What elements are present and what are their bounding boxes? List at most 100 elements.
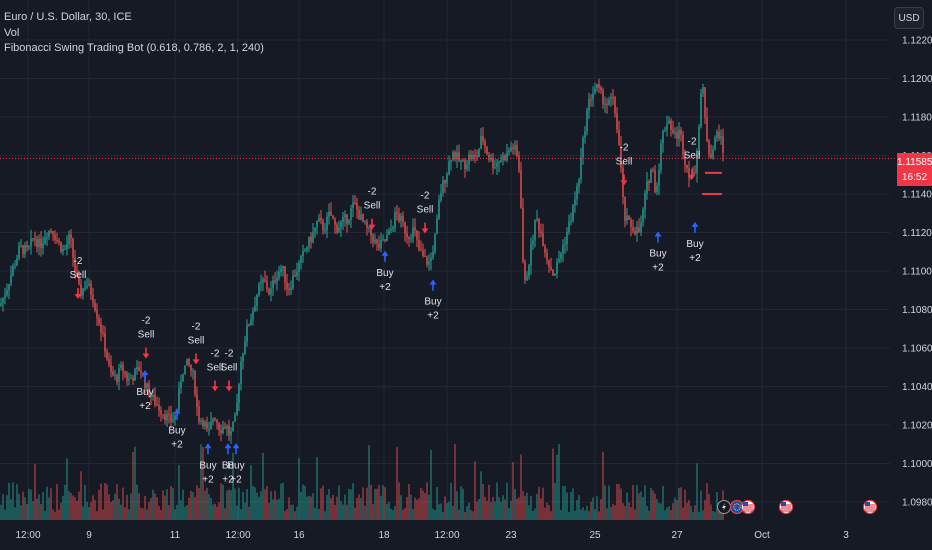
volume-bar	[68, 490, 70, 520]
indicator-label[interactable]: Fibonacci Swing Trading Bot (0.618, 0.78…	[4, 42, 264, 54]
candle-body	[568, 221, 570, 233]
candle-body	[36, 239, 38, 247]
volume-bar	[312, 493, 314, 520]
volume-bar	[536, 493, 538, 520]
volume-bar	[668, 506, 670, 520]
buy-arrow-icon	[381, 250, 389, 256]
candle-body	[116, 375, 118, 382]
candle-body	[174, 415, 176, 420]
candle-body	[476, 156, 478, 158]
candle-body	[374, 239, 376, 243]
volume-bar	[686, 502, 688, 520]
candle-body	[356, 203, 358, 210]
volume-bar	[278, 498, 280, 520]
candle-body	[122, 364, 124, 372]
candle-body	[588, 98, 590, 111]
volume-label[interactable]: Vol	[4, 26, 20, 39]
us-flag-icon[interactable]	[862, 499, 878, 515]
candle-body	[306, 247, 308, 251]
sell-signal-qty: -2	[74, 256, 83, 267]
x-tick-label: 3	[843, 530, 849, 541]
volume-bar	[234, 488, 236, 520]
candle-body	[390, 229, 392, 231]
volume-bar	[368, 445, 370, 520]
candle-body	[146, 383, 148, 389]
volume-bar	[550, 511, 552, 520]
candle-body	[292, 275, 294, 288]
volume-bar	[634, 509, 636, 520]
volume-bar	[592, 497, 594, 520]
volume-bar	[602, 451, 604, 520]
lightning-icon[interactable]	[717, 500, 731, 514]
volume-bar	[656, 498, 658, 520]
volume-bar	[152, 489, 154, 520]
candle-body	[302, 251, 304, 256]
candle-body	[232, 421, 234, 431]
candle-body	[512, 147, 514, 150]
candle-body	[216, 419, 218, 423]
volume-bar	[670, 510, 672, 520]
currency-button[interactable]: USD	[894, 7, 924, 29]
volume-bar	[56, 484, 58, 520]
y-tick-label: 1.11800	[902, 113, 932, 124]
candle-body	[58, 240, 60, 243]
candle-body	[68, 234, 70, 245]
candle-body	[118, 368, 120, 382]
sell-signal: -2 Sell	[207, 348, 223, 392]
volume-bar	[114, 493, 116, 520]
buy-signal: Buy +2	[136, 370, 154, 412]
volume-bar	[562, 485, 564, 520]
volume-bar	[528, 505, 530, 520]
candle-body	[246, 324, 248, 342]
us-flag-icon[interactable]	[740, 499, 756, 515]
candle-body	[648, 181, 650, 183]
volume-bar	[508, 508, 510, 520]
eu-flag-icon[interactable]	[729, 499, 745, 515]
volume-bar	[624, 506, 626, 520]
us-flag-icon[interactable]	[778, 499, 794, 515]
eu-flag-icon-stars	[733, 503, 741, 511]
volume-bar	[456, 491, 458, 520]
buy-signal-qty: +2	[230, 474, 242, 485]
volume-bar	[672, 503, 674, 520]
candle-body	[348, 219, 350, 224]
us-flag-icon-canton	[743, 502, 748, 506]
volume-bar	[32, 501, 34, 520]
volume-bar	[502, 495, 504, 520]
candle-body	[284, 266, 286, 284]
volume-bar	[308, 495, 310, 520]
sell-signal-label: Sell	[221, 362, 238, 373]
volume-bar	[428, 494, 430, 520]
volume-bar	[472, 511, 474, 520]
candle-body	[188, 358, 190, 365]
volume-bar	[596, 496, 598, 520]
candle-body	[202, 420, 204, 427]
volume-bar	[280, 483, 282, 520]
candle-body	[696, 155, 698, 173]
candle-body	[540, 231, 542, 234]
volume-bar	[636, 484, 638, 520]
volume-bar	[268, 503, 270, 520]
volume-bar	[688, 500, 690, 520]
volume-bar	[182, 489, 184, 520]
candle-body	[158, 404, 160, 411]
candle-body	[48, 230, 50, 238]
volume-bar	[538, 486, 540, 520]
candle-body	[378, 243, 380, 249]
volume-bar	[486, 500, 488, 520]
candle-body	[276, 278, 278, 282]
candle-body	[508, 151, 510, 153]
volume-bar	[448, 501, 450, 520]
volume-bar	[442, 511, 444, 520]
us-flag-icon-canton	[781, 502, 786, 506]
buy-arrow-icon	[204, 443, 212, 449]
candle-body	[308, 236, 310, 248]
candle-body	[492, 157, 494, 168]
sell-arrow-icon	[74, 293, 82, 299]
volume-bar	[574, 510, 576, 520]
volume-bar	[166, 489, 168, 520]
volume-bar	[110, 501, 112, 520]
symbol-title[interactable]: Euro / U.S. Dollar, 30, ICE	[4, 11, 132, 23]
